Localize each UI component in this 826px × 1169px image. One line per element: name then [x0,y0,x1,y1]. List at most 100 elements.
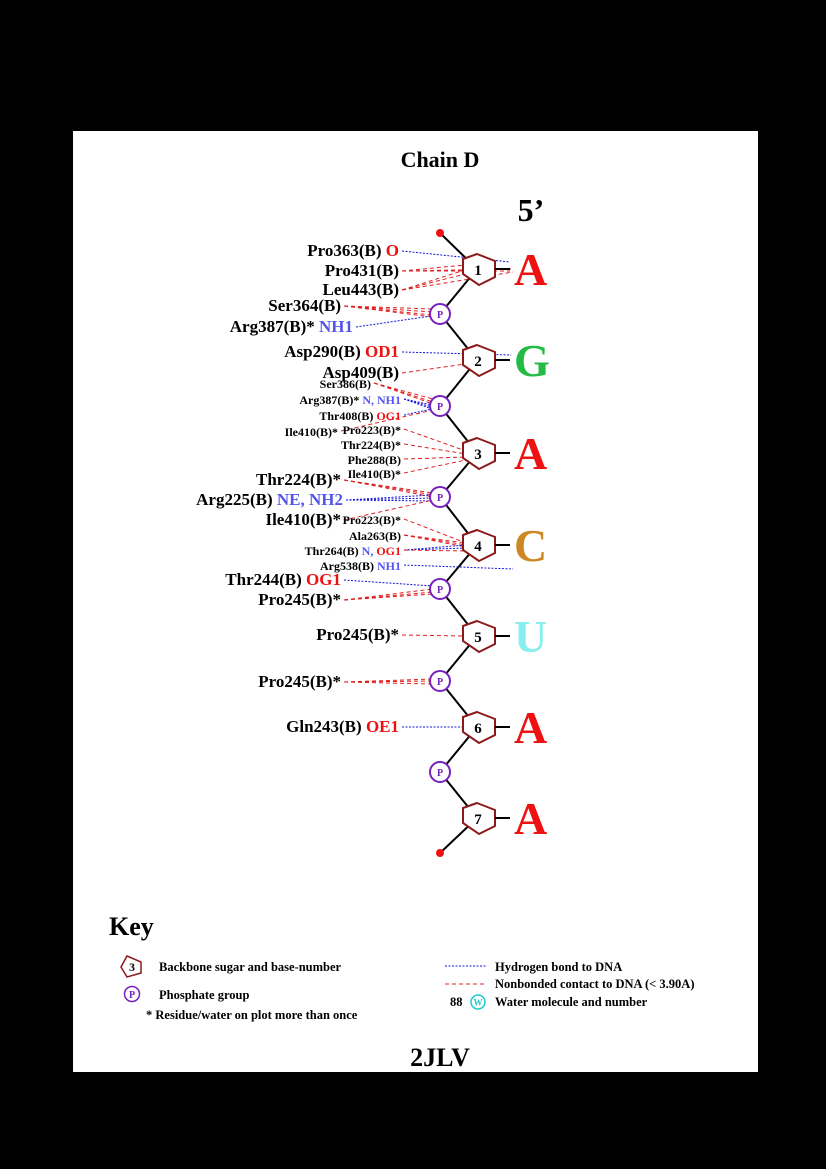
key-hbond-desc: Hydrogen bond to DNA [495,960,622,974]
residue-label: Asp409(B) [322,363,399,382]
residue-name: Arg225(B) [196,490,272,509]
nonbonded-contact-line [401,363,466,374]
key-nonbond-desc: Nonbonded contact to DNA (< 3.90A) [495,977,695,991]
nonbonded-contact-line [403,459,467,474]
residue-name: Gln243(B) [286,717,362,736]
residue-name: Phe288(B) [348,453,401,467]
residue-label: Ile410(B)* [265,510,341,529]
key-phosphate-symbol: P [129,990,135,1001]
atom-name: NH1 [315,317,353,336]
nucleotide-number: 7 [474,812,482,828]
residue-name: Thr408(B) [319,409,373,423]
hydrogen-bond-line [403,408,433,416]
phosphate-symbol: P [437,310,443,321]
residue-name: Arg538(B) [320,559,374,573]
hydrogen-bond-line [403,398,433,410]
residue-label: Pro363(B) O [307,241,399,260]
residue-label: Thr244(B) OG1 [225,570,341,589]
residue-name: Pro245(B)* [258,590,341,609]
residue-name: Ala263(B) [349,529,401,543]
atom-name: N, [359,544,374,558]
residue-name: Ser386(B) [320,377,371,391]
residue-label: Thr408(B) OG1 [319,409,401,423]
atom-name: O [382,241,399,260]
residue-label: Ser364(B) [268,296,341,315]
residue-label: Leu443(B) [323,280,400,299]
phosphate-icon [429,486,451,508]
residue-name: Pro431(B) [325,261,399,280]
residue-label: Pro223(B)* [343,423,401,437]
residue-name: Thr264(B) [305,544,359,558]
nonbonded-contact-line [401,273,466,291]
nonbonded-contact-line [403,456,467,460]
residue-name: Pro245(B)* [316,625,399,644]
base-letter: A [514,428,547,479]
nonbonded-contact-line [343,479,434,498]
key-phosphate-desc: Phosphate group [159,988,249,1002]
nonbonded-contact-line [340,409,434,432]
sugar-pentagon-icon [462,436,496,471]
residue-name: Leu443(B) [323,280,400,299]
key-water-number: 88 [450,995,463,1009]
key-sugar-desc: Backbone sugar and base-number [159,960,342,974]
atom-name: NH1 [374,393,401,407]
hydrogen-bond-line [343,579,434,587]
atom-name: OD1 [361,342,399,361]
hydrogen-bond-line [401,250,511,263]
residue-label: Pro245(B)* [258,672,341,691]
diagram-page: Chain D 5’ 2JLV Pro363(B) O Pro431(B) Leu4… [73,131,758,1072]
residue-label: Arg387(B)* NH1 [230,317,353,336]
nonbonded-contact-line [343,591,434,601]
phosphate-icon [429,670,451,692]
hydrogen-bond-line [401,351,512,356]
nonbonded-contact-line [403,534,467,548]
residue-label: Arg225(B) NE, NH2 [196,490,343,509]
residue-label: Pro245(B)* [316,625,399,644]
residue-label: Arg387(B)* N, NH1 [299,393,401,407]
key-title: Key [109,912,154,941]
terminal-atom-start [436,229,444,237]
water-icon [470,994,486,1010]
key-water-desc: Water molecule and number [495,995,648,1009]
nonbonded-contact-line [401,634,466,637]
residue-label: Ala263(B) [349,529,401,543]
residue-name: Asp290(B) [284,342,361,361]
phosphate-symbol: P [437,585,443,596]
phosphate-symbol: P [437,768,443,779]
residue-name: Thr224(B)* [256,470,341,489]
residue-label: Phe288(B) [348,453,401,467]
phosphates: P P P P P P [429,303,451,783]
residue-label: Arg538(B) NH1 [320,559,401,573]
nucleotide-number: 3 [474,447,482,463]
nucleotides: 1 A 2 G 3 A 4 C 5 U 6 A 7 A [462,244,550,844]
residue-name: Ile410(B)* [265,510,341,529]
nonbonded-contact-line [343,499,434,521]
phosphate-icon [429,395,451,417]
residue-name: Pro245(B)* [258,672,341,691]
residue-name: Ile410(B)* [285,425,338,439]
residue-name: Thr224(B)* [341,438,401,452]
residue-name: Ser364(B) [268,296,341,315]
phosphate-symbol: P [437,402,443,413]
phosphate-symbol: P [437,677,443,688]
hydrogen-bond-line [403,544,467,551]
contact-lines [340,250,514,728]
atom-name: OG1 [373,544,401,558]
phosphate-icon [429,303,451,325]
base-letter: A [514,793,547,844]
residue-label: Thr224(B)* [341,438,401,452]
atom-name: NE, NH2 [273,490,343,509]
nucleotide-number: 5 [474,630,482,646]
phosphate-icon [429,761,451,783]
phosphate-icon [429,578,451,600]
hydrogen-bond-line [345,499,433,502]
nonbonded-contact-line [343,681,434,685]
sugar-pentagon-icon [462,528,496,563]
hydrogen-bond-line [403,564,514,570]
residue-label: Asp290(B) OD1 [284,342,399,361]
nonbonded-contact-line [343,305,434,318]
sugar-pentagon-icon [120,955,142,978]
key-legend: Key 3 Backbone sugar and base-number P P… [109,912,695,1022]
key-star-desc: * Residue/water on plot more than once [146,1008,358,1022]
